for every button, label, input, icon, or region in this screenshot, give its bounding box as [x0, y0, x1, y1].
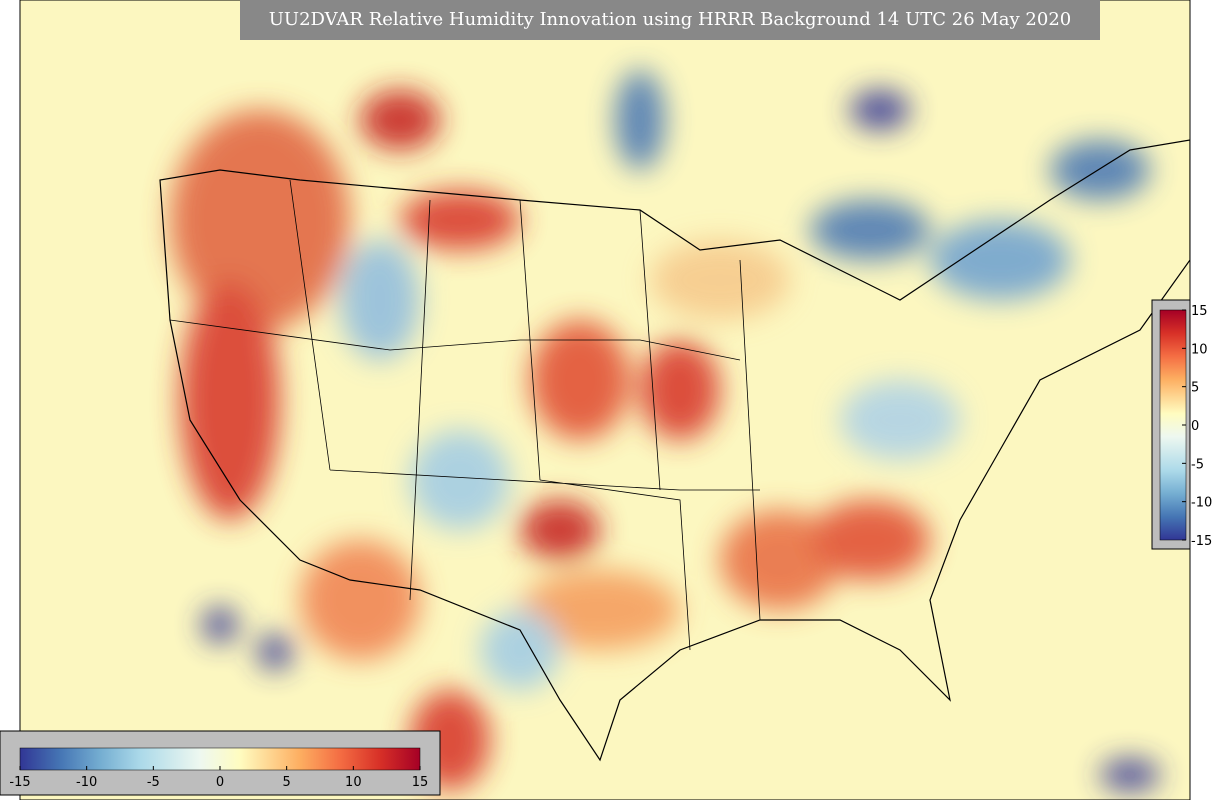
map-area — [20, 0, 1190, 800]
tick-label: 0 — [216, 775, 224, 790]
title: UU2DVAR Relative Humidity Innovation usi… — [269, 9, 1072, 30]
coastline — [159, 139, 1190, 762]
innovation-field — [170, 70, 1160, 791]
tick-label: 10 — [345, 775, 362, 790]
tick-label: 0 — [1191, 419, 1199, 434]
tick-label: -5 — [1191, 457, 1204, 472]
tick-label: 15 — [1191, 304, 1208, 319]
tick-label: 10 — [1191, 342, 1208, 357]
title-box — [240, 0, 1100, 40]
tick-label: -10 — [76, 775, 97, 790]
tick-label: 5 — [283, 775, 291, 790]
tick-label: 15 — [412, 775, 429, 790]
tick-label: -15 — [9, 775, 30, 790]
colorbar-ticks: -15 -15 -10 -10 -5 -5 0 0 5 5 10 10 15 15 — [9, 304, 1212, 790]
colorbar-vertical — [1159, 309, 1187, 541]
tick-label: -5 — [147, 775, 160, 790]
tick-label: 5 — [1191, 381, 1199, 396]
tick-label: -10 — [1191, 496, 1212, 511]
tick-label: -15 — [1191, 534, 1212, 549]
state-borders — [169, 179, 761, 651]
